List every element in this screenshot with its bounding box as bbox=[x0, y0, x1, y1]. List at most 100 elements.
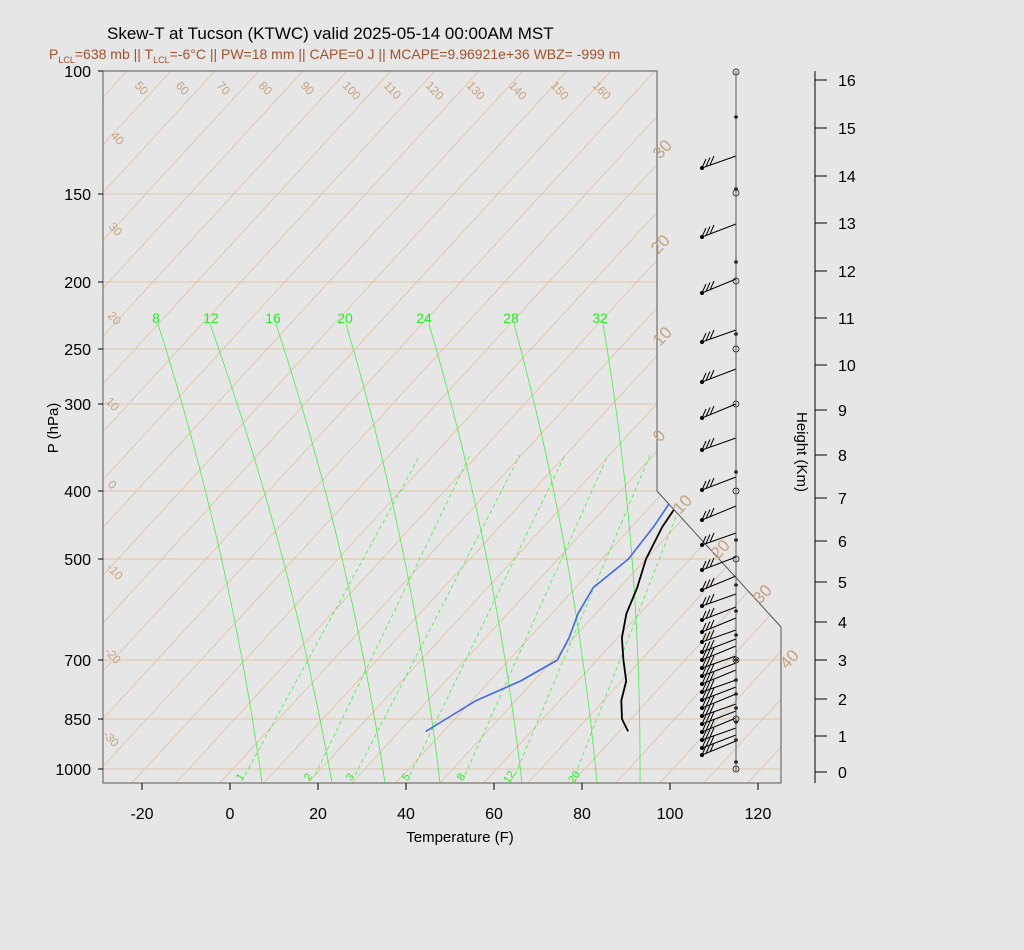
wind-barb-feather bbox=[709, 727, 715, 738]
y-tick-label: 700 bbox=[64, 653, 91, 670]
height-tick-label: 14 bbox=[838, 169, 856, 186]
wind-barb-head bbox=[700, 604, 704, 608]
wind-barb-head bbox=[700, 722, 704, 726]
y-tick-label: 1000 bbox=[55, 762, 91, 779]
wind-barb-feather bbox=[705, 729, 711, 739]
x-tick-label: 0 bbox=[226, 806, 235, 823]
wind-barb-head bbox=[700, 543, 704, 547]
wind-barb-feather bbox=[709, 507, 715, 518]
wind-barb-staff bbox=[701, 575, 737, 591]
wind-barb-head bbox=[700, 488, 704, 492]
height-tick-label: 1 bbox=[838, 729, 847, 746]
wind-barb-feather bbox=[709, 655, 715, 666]
wind-barb-feather bbox=[709, 405, 715, 416]
wind-barb-head bbox=[700, 690, 704, 694]
wind-barb-staff bbox=[701, 686, 737, 701]
plot-frame bbox=[102, 70, 782, 784]
wind-barb-feather bbox=[705, 609, 711, 619]
wind-barb-head bbox=[700, 738, 704, 742]
wind-barb-feather bbox=[709, 477, 715, 488]
wind-barb-staff bbox=[701, 717, 737, 733]
wind-barb-feather bbox=[705, 649, 711, 659]
wind-barb-head bbox=[700, 666, 704, 670]
chart-title: Skew-T at Tucson (KTWC) valid 2025-05-14… bbox=[107, 24, 554, 43]
y-tick-label: 300 bbox=[64, 397, 91, 414]
wind-barb-feather bbox=[709, 647, 715, 658]
wind-barb-head bbox=[700, 618, 704, 622]
wind-barb-head bbox=[700, 380, 704, 384]
mixing-ratio-line bbox=[513, 323, 598, 783]
mixing-ratio-label: 20 bbox=[566, 769, 583, 786]
wind-barb-feather bbox=[705, 721, 711, 731]
wind-barb-feather bbox=[709, 329, 715, 340]
wind-barb-head bbox=[700, 518, 704, 522]
height-tick-label: 9 bbox=[838, 403, 847, 420]
height-tick-label: 13 bbox=[838, 216, 856, 233]
wind-barb-feather bbox=[705, 681, 711, 691]
isotherm-line bbox=[103, 71, 582, 783]
y-tick-label: 500 bbox=[64, 552, 91, 569]
isotherm-line bbox=[526, 71, 781, 783]
wind-barb-staff bbox=[701, 278, 737, 294]
height-tick-label: 11 bbox=[838, 311, 855, 328]
wind-barbs bbox=[700, 68, 740, 773]
x-tick-label: -20 bbox=[130, 806, 153, 823]
wind-barb-feather bbox=[709, 437, 715, 448]
wind-barb-head bbox=[700, 658, 704, 662]
wind-barb-head bbox=[700, 235, 704, 239]
wind-barb-staff bbox=[701, 593, 737, 607]
mixing-ratio-lines bbox=[157, 323, 701, 783]
mixing-ratio-label: 12 bbox=[203, 310, 219, 326]
height-tick-label: 7 bbox=[838, 491, 847, 508]
wind-barb-head bbox=[700, 640, 704, 644]
wind-barb-feather bbox=[709, 577, 715, 588]
isotherm-line bbox=[103, 71, 230, 783]
y-tick-label: 200 bbox=[64, 275, 91, 292]
wind-barb-feather bbox=[709, 695, 715, 706]
wind-barb-staff bbox=[701, 727, 737, 741]
wind-barb-feather bbox=[709, 679, 715, 690]
moist-adiabat-line bbox=[244, 454, 421, 776]
y-tick-label: 100 bbox=[64, 64, 91, 81]
wind-barb-feather bbox=[709, 671, 715, 682]
wind-barb-head bbox=[700, 291, 704, 295]
wind-barb-feather bbox=[709, 532, 715, 543]
x-tick-label: 20 bbox=[309, 806, 327, 823]
wind-barb-feather bbox=[709, 687, 715, 698]
mixing-ratio-label: 24 bbox=[416, 310, 432, 326]
y-tick-label: 850 bbox=[64, 712, 91, 729]
mixing-ratio-labels: 8 12 16 20 24 28 321 2 3 5 8 12 20 bbox=[152, 310, 608, 786]
isotherm-line bbox=[614, 71, 781, 783]
wind-barb-staff bbox=[701, 645, 737, 661]
mixing-ratio-line bbox=[275, 323, 386, 783]
mixing-ratio-label: 8 bbox=[455, 771, 468, 783]
wind-barb-feather bbox=[705, 744, 711, 754]
wind-barb-feather bbox=[705, 713, 711, 723]
wind-barb-feather bbox=[709, 629, 715, 640]
wind-barb-feather bbox=[709, 703, 715, 714]
wind-barb-staff bbox=[701, 155, 737, 169]
wind-barb-staff bbox=[701, 505, 737, 521]
moist-adiabat-line bbox=[314, 454, 471, 776]
wind-barb-feather bbox=[709, 639, 715, 650]
wind-barb-feather bbox=[705, 665, 711, 675]
y-axis-label: P (hPa) bbox=[45, 403, 62, 454]
plcl-sub: LCL bbox=[58, 55, 75, 65]
wind-barb-staff bbox=[701, 679, 737, 693]
height-tick-label: 16 bbox=[838, 73, 856, 90]
tlcl-tail: =-6°C || PW=18 mm || CAPE=0 J || MCAPE=9… bbox=[170, 46, 621, 62]
wind-barb-staff bbox=[701, 437, 737, 451]
wind-barb-staff bbox=[701, 669, 737, 685]
mixing-ratio-label: 12 bbox=[501, 769, 518, 786]
y-tick-label: 400 bbox=[64, 484, 91, 501]
wind-barb-staff bbox=[701, 329, 737, 343]
height-tick-label: 15 bbox=[838, 121, 856, 138]
wind-barb-head bbox=[700, 340, 704, 344]
wind-barb-feather bbox=[705, 559, 711, 569]
isotherm-line bbox=[103, 71, 538, 783]
isotherm-line bbox=[482, 71, 781, 783]
wind-barb-feather bbox=[705, 579, 711, 589]
isotherm-line bbox=[103, 71, 670, 783]
height-tick-label: 5 bbox=[838, 575, 847, 592]
